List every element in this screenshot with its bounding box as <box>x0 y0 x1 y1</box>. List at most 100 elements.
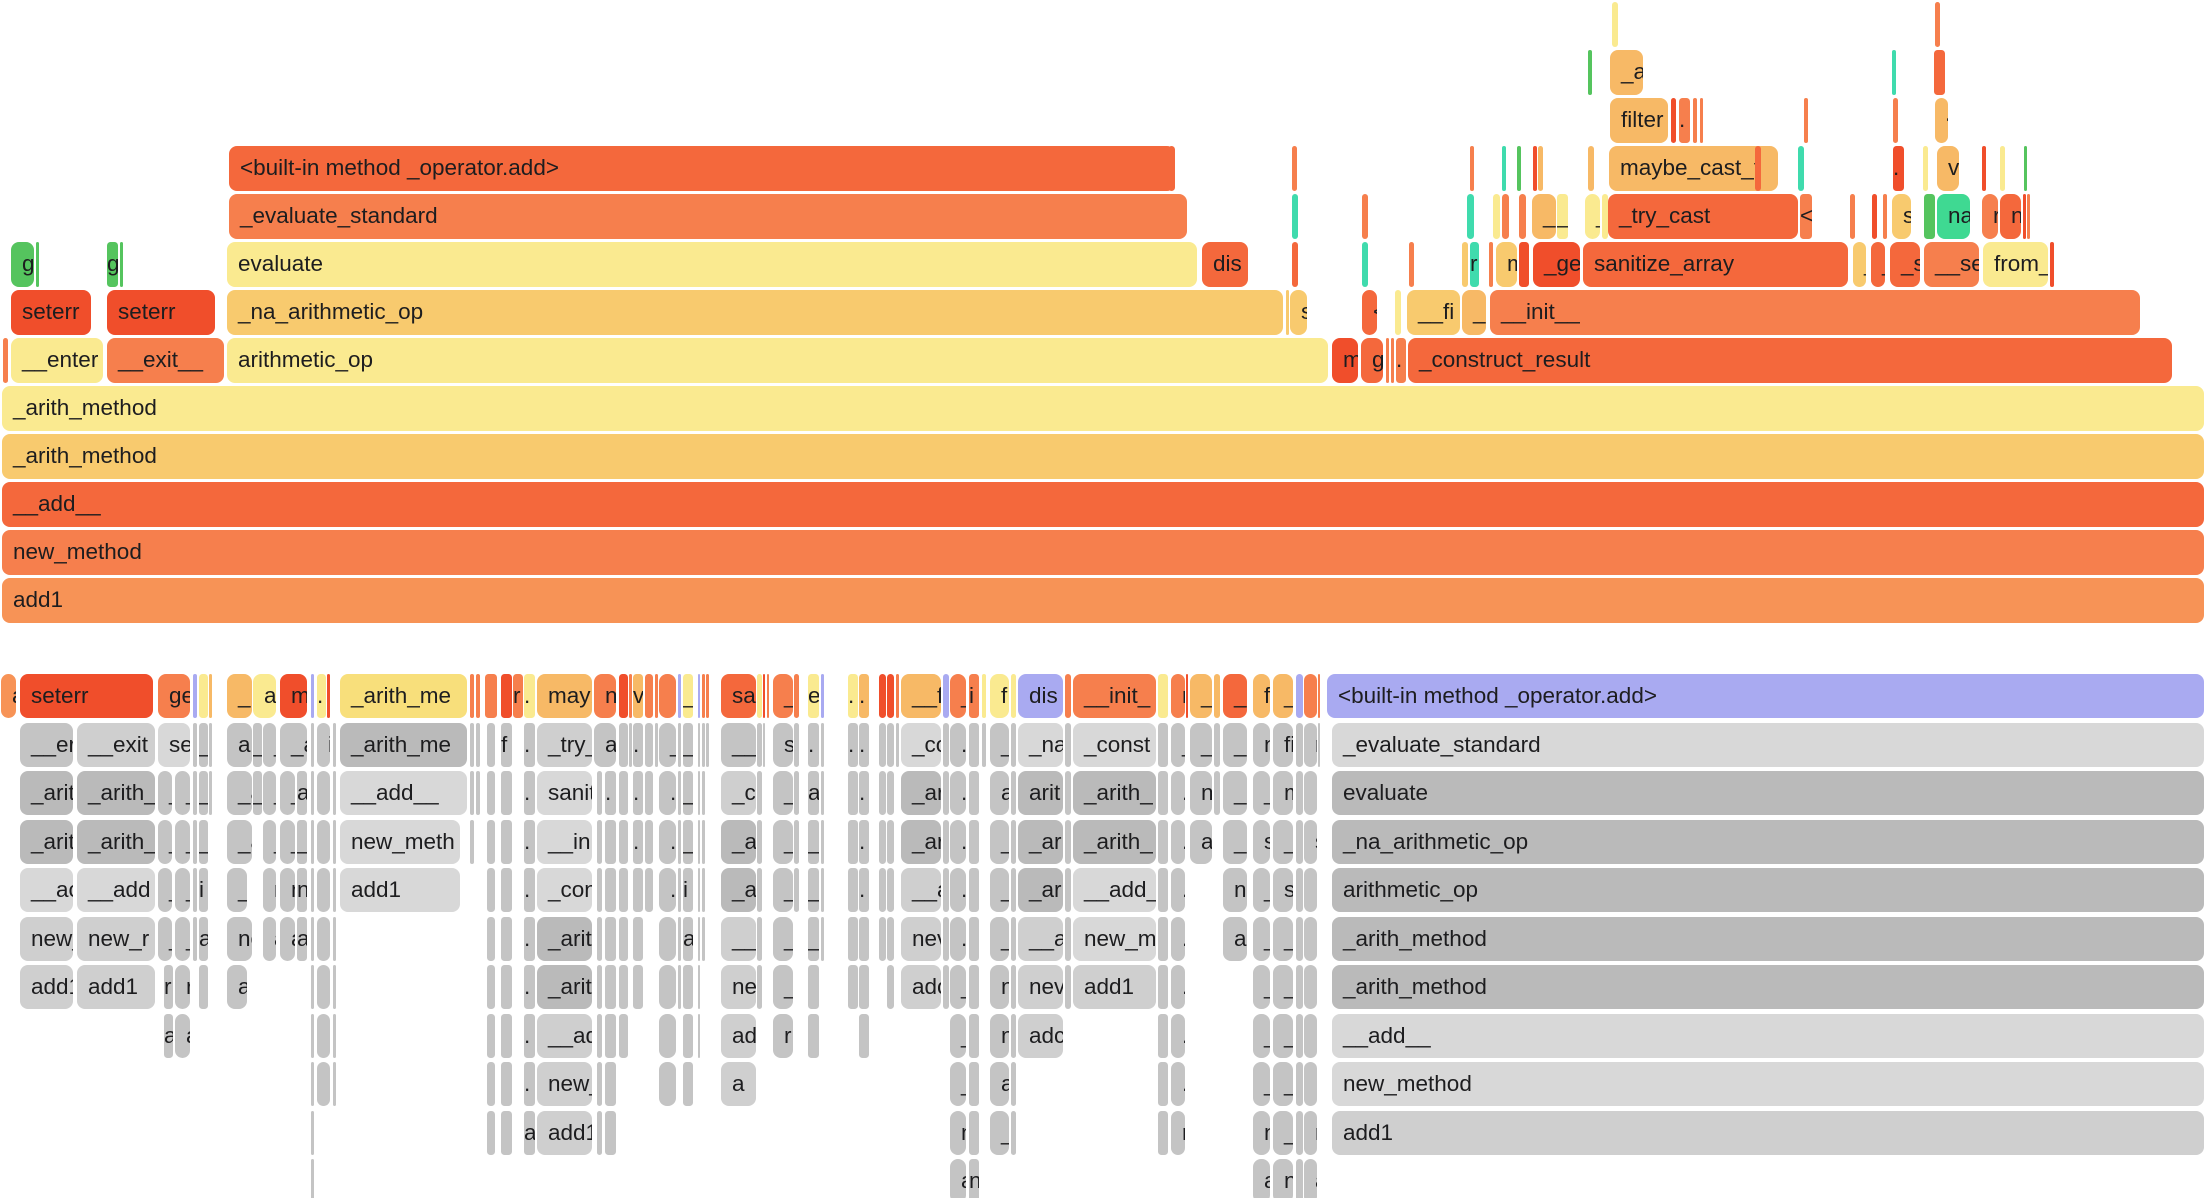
flame-frame-sliver[interactable] <box>470 674 474 718</box>
flame-frame[interactable]: ne <box>227 917 252 961</box>
flame-frame[interactable]: r <box>175 965 190 1009</box>
flame-frame-sliver[interactable] <box>767 674 769 718</box>
flame-frame-sliver[interactable] <box>487 771 495 815</box>
flame-frame[interactable]: __a <box>901 868 941 912</box>
flame-frame-sliver[interactable] <box>943 771 949 815</box>
flame-frame[interactable]: m <box>1273 771 1293 815</box>
flame-frame-sliver[interactable] <box>597 820 602 864</box>
flame-frame[interactable]: _ <box>1253 1062 1270 1106</box>
flame-frame-sliver[interactable] <box>311 820 314 864</box>
flame-frame[interactable]: a <box>297 771 307 815</box>
flame-frame[interactable]: a <box>199 917 208 961</box>
flame-frame-sliver[interactable] <box>2027 194 2030 239</box>
flame-frame-sliver[interactable] <box>501 820 512 864</box>
flame-frame-sliver[interactable] <box>487 965 495 1009</box>
flame-frame[interactable]: evaluate <box>1332 771 2204 815</box>
flame-frame-sliver[interactable] <box>887 868 894 912</box>
flame-frame-sliver[interactable] <box>333 917 336 961</box>
flame-frame[interactable]: _ <box>990 1111 1009 1155</box>
flame-frame[interactable]: _ <box>659 723 676 767</box>
flame-frame[interactable]: adc <box>901 965 941 1009</box>
flame-frame[interactable]: r <box>1304 723 1317 767</box>
flame-frame-sliver[interactable] <box>757 965 762 1009</box>
flame-frame[interactable]: m <box>1496 242 1517 287</box>
flame-frame[interactable]: _cons <box>537 868 592 912</box>
flame-frame[interactable]: n <box>280 868 295 912</box>
flame-frame-sliver[interactable] <box>1872 194 1877 239</box>
flame-frame[interactable]: _ <box>158 917 172 961</box>
flame-frame[interactable]: ne <box>990 965 1009 1009</box>
flame-frame[interactable]: r <box>1304 1111 1317 1155</box>
flame-frame-sliver[interactable] <box>1982 146 1986 191</box>
flame-frame[interactable]: sanitiz <box>537 771 592 815</box>
flame-frame[interactable]: . <box>1304 868 1317 912</box>
flame-frame[interactable]: . <box>317 1014 330 1058</box>
flame-frame[interactable]: _ <box>1253 917 1270 961</box>
flame-frame-sliver[interactable] <box>311 771 314 815</box>
flame-frame-sliver[interactable] <box>1893 98 1898 143</box>
flame-frame[interactable]: <built-in method _operator.add> <box>229 146 1175 191</box>
flame-frame-sliver[interactable] <box>597 771 602 815</box>
flame-frame-sliver[interactable] <box>848 820 858 864</box>
flame-frame[interactable]: _arith_method <box>2 386 2204 431</box>
flame-frame-sliver[interactable] <box>1493 194 1500 239</box>
flame-frame-sliver[interactable] <box>1065 820 1071 864</box>
flame-frame-sliver[interactable] <box>501 771 512 815</box>
flame-frame-sliver[interactable] <box>969 1062 979 1106</box>
flame-frame[interactable]: _ <box>1557 194 1568 239</box>
flame-frame-sliver[interactable] <box>808 965 819 1009</box>
flame-frame[interactable]: sa <box>721 674 756 718</box>
flame-frame[interactable]: <built-in method _operator.add> <box>1327 674 2204 718</box>
flame-frame[interactable]: g <box>1361 338 1383 383</box>
flame-frame-sliver[interactable] <box>698 965 700 1009</box>
flame-frame-sliver[interactable] <box>633 917 643 961</box>
flame-frame[interactable]: n <box>1253 723 1270 767</box>
flame-frame-sliver[interactable] <box>1850 194 1855 239</box>
flame-frame-sliver[interactable] <box>969 820 979 864</box>
flame-frame-sliver[interactable] <box>896 723 899 767</box>
flame-frame[interactable]: _ <box>683 723 693 767</box>
flame-frame[interactable]: . <box>1304 771 1317 815</box>
flame-frame-sliver[interactable] <box>757 917 762 961</box>
flame-frame-sliver[interactable] <box>1934 50 1945 95</box>
flame-frame[interactable]: s <box>1253 820 1270 864</box>
flame-frame-sliver[interactable] <box>879 771 886 815</box>
flame-frame-sliver[interactable] <box>896 674 899 718</box>
flame-frame-sliver[interactable] <box>821 917 824 961</box>
flame-frame[interactable]: . <box>1171 917 1185 961</box>
flame-frame[interactable]: _ <box>1253 868 1270 912</box>
flame-frame[interactable]: _ <box>1253 965 1270 1009</box>
flame-frame[interactable]: _ar <box>901 771 941 815</box>
flame-frame-sliver[interactable] <box>485 674 497 718</box>
flame-frame[interactable]: . <box>1396 338 1406 383</box>
flame-frame-sliver[interactable] <box>1519 242 1529 287</box>
flame-frame[interactable]: a <box>263 917 276 961</box>
flame-frame[interactable]: ar <box>990 771 1009 815</box>
flame-frame[interactable]: va <box>1937 146 1959 191</box>
flame-frame-sliver[interactable] <box>1318 674 1320 718</box>
flame-frame-sliver[interactable] <box>678 820 681 864</box>
flame-frame[interactable]: _a <box>1223 771 1247 815</box>
flame-frame[interactable]: _ <box>263 723 276 767</box>
flame-frame[interactable]: new_method <box>2 530 2204 575</box>
flame-frame-sliver[interactable] <box>1158 1014 1168 1058</box>
flame-frame-sliver[interactable] <box>501 1062 512 1106</box>
flame-frame-sliver[interactable] <box>487 1014 495 1058</box>
flame-frame[interactable]: a <box>721 1062 756 1106</box>
flame-frame-sliver[interactable] <box>487 1111 495 1155</box>
flame-frame-sliver[interactable] <box>1362 242 1368 287</box>
flame-frame-sliver[interactable] <box>619 771 628 815</box>
flame-frame[interactable]: a <box>253 674 276 718</box>
flame-frame-sliver[interactable] <box>1296 723 1303 767</box>
flame-frame-sliver[interactable] <box>1602 194 1608 239</box>
flame-frame[interactable]: evaluate <box>227 242 1197 287</box>
flame-frame-sliver[interactable] <box>1470 146 1474 191</box>
flame-frame-sliver[interactable] <box>487 1062 495 1106</box>
flame-frame-sliver[interactable] <box>645 771 653 815</box>
flame-frame[interactable]: _a <box>1223 723 1247 767</box>
flame-frame-sliver[interactable] <box>311 1014 314 1058</box>
flame-frame-sliver[interactable] <box>859 965 869 1009</box>
flame-frame[interactable]: _ <box>199 723 208 767</box>
flame-frame[interactable]: __init__ <box>1490 290 2140 335</box>
flame-frame-sliver[interactable] <box>193 723 197 767</box>
